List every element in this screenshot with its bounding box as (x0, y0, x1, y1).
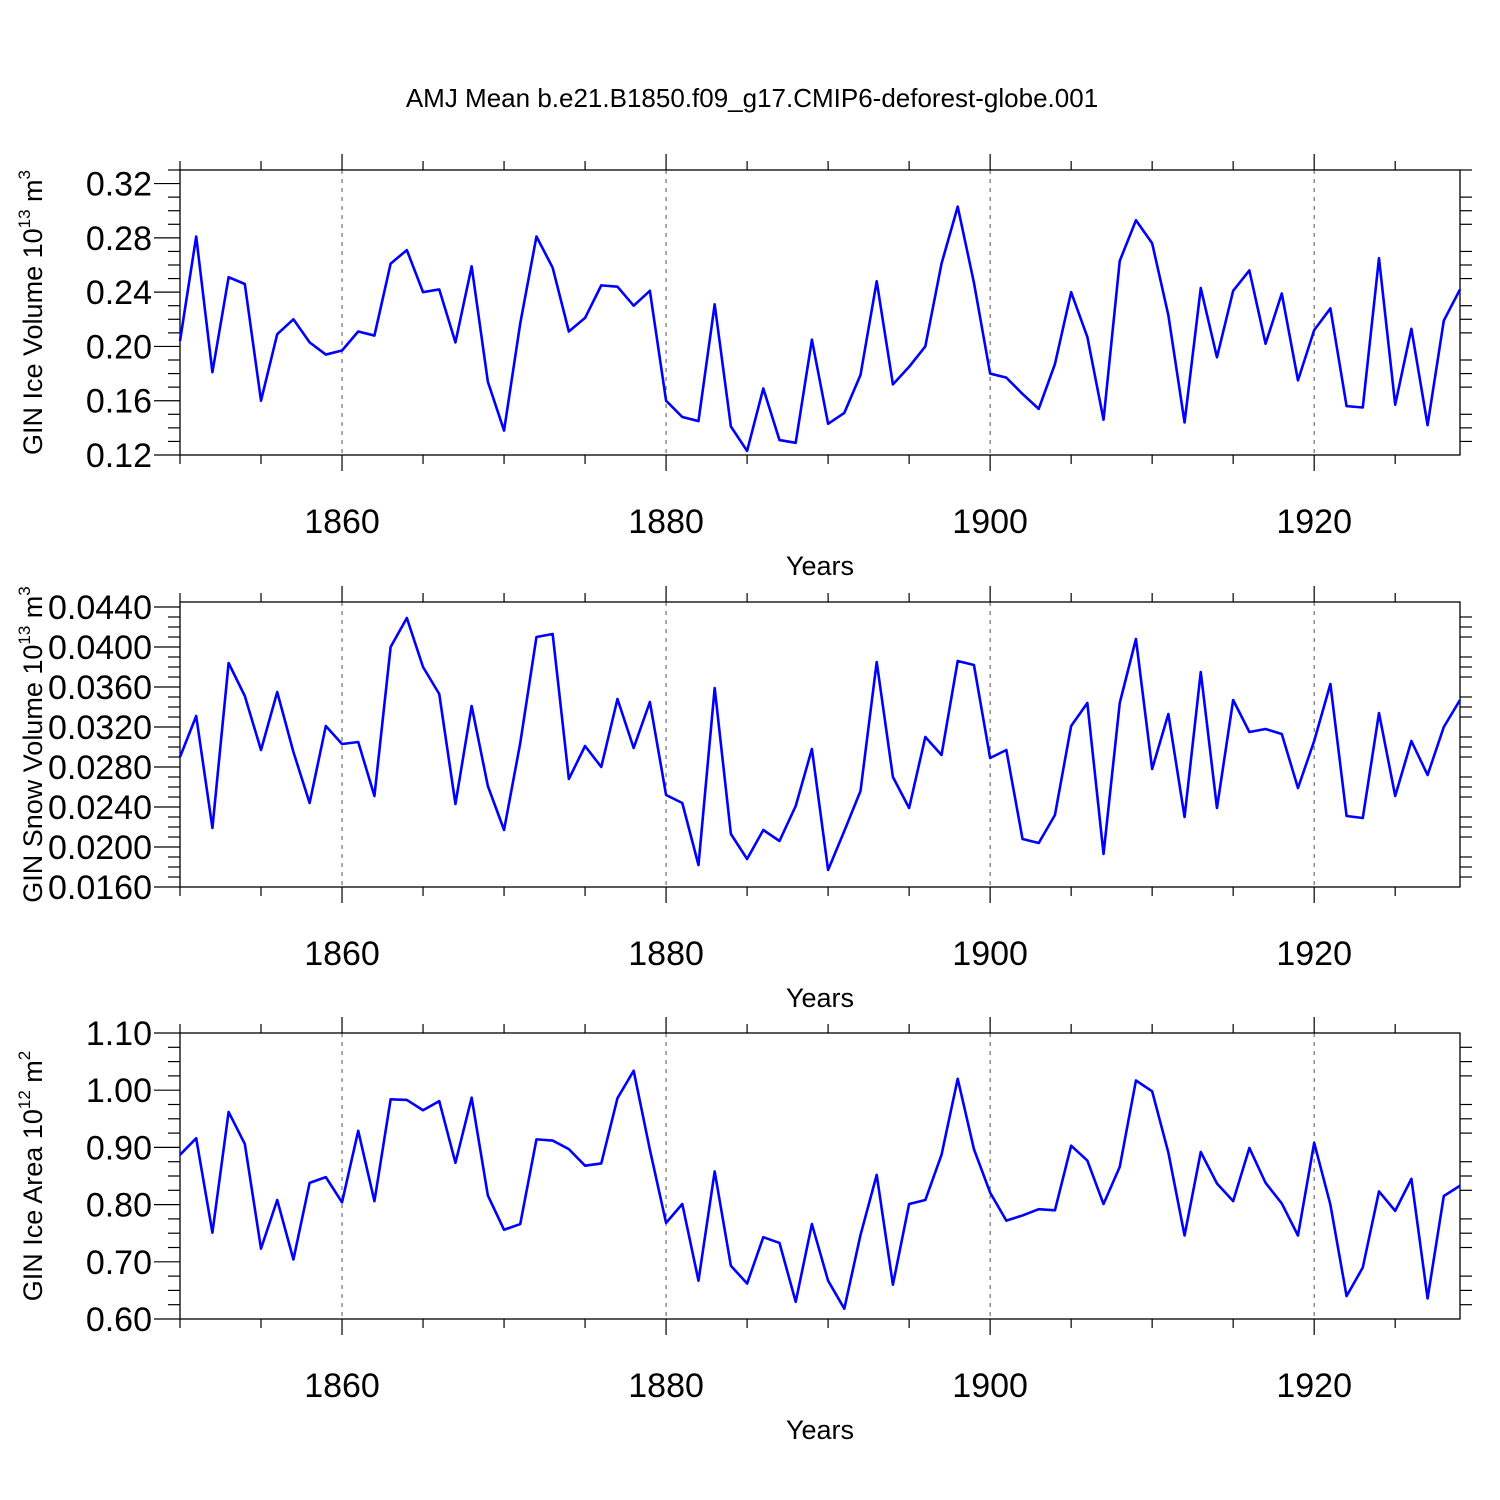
panel-2: 1860 1880 1900 1920 0.01600.02000.02400.0280… (15, 586, 1472, 1013)
y-tick-label: 0.0160 (48, 869, 152, 907)
y-tick-label: 0.70 (86, 1244, 152, 1282)
y-tick-label: 0.0400 (48, 629, 152, 667)
y-tick-label: 0.0240 (48, 789, 152, 827)
y-axis-label: GIN Snow Volume 1013 m3 (15, 586, 48, 903)
x-tick-label: 1880 (628, 935, 704, 973)
y-tick-label: 0.0280 (48, 749, 152, 787)
x-tick-label: 1900 (952, 1367, 1028, 1405)
plot-frame (179, 169, 1461, 456)
x-tick-label: 1920 (1276, 1367, 1352, 1405)
y-tick-label: 0.0360 (48, 669, 152, 707)
plot-frame (179, 1032, 1461, 1320)
y-tick-label: 1.00 (86, 1072, 152, 1110)
x-axis-label: Years (786, 1415, 854, 1445)
x-tick-label: 1900 (952, 935, 1028, 973)
y-tick-label: 0.24 (86, 274, 152, 312)
x-tick-label: 1860 (304, 1367, 380, 1405)
y-tick-label: 1.10 (86, 1015, 152, 1053)
x-tick-label: 1860 (304, 935, 380, 973)
y-axis-label: GIN Ice Volume 1013 m3 (15, 170, 48, 455)
y-tick-label: 0.28 (86, 220, 152, 258)
y-tick-label: 0.0320 (48, 709, 152, 747)
x-tick-label: 1900 (952, 503, 1028, 541)
y-tick-label: 0.20 (86, 328, 152, 366)
y-tick-label: 0.90 (86, 1129, 152, 1167)
x-axis-label: Years (786, 551, 854, 581)
x-tick-label: 1920 (1276, 935, 1352, 973)
panel-1: 1860 1880 1900 1920 0.12 0.16 0.20 0.24 0.28 0.32… (15, 154, 1472, 581)
y-tick-label: 0.0440 (48, 589, 152, 627)
panel-3: 1860 1880 1900 1920 0.60 0.70 0.80 0.90 1.00 1.10… (15, 1015, 1472, 1445)
y-tick-label: 0.60 (86, 1301, 152, 1339)
x-tick-label: 1920 (1276, 503, 1352, 541)
chart-title: AMJ Mean b.e21.B1850.f09_g17.CMIP6-defor… (406, 83, 1098, 113)
y-tick-label: 0.32 (86, 166, 152, 204)
x-tick-label: 1880 (628, 503, 704, 541)
y-tick-label: 0.12 (86, 437, 152, 475)
plot-frame (179, 601, 1461, 888)
series-line (178, 205, 1462, 453)
x-tick-label: 1880 (628, 1367, 704, 1405)
y-tick-label: 0.0200 (48, 829, 152, 867)
y-axis-label: GIN Ice Area 1012 m2 (15, 1051, 48, 1302)
panels: 1860 1880 1900 1920 0.12 0.16 0.20 0.24 0.28 0.32… (15, 154, 1472, 1445)
x-axis-label: Years (786, 983, 854, 1013)
series-line (179, 1069, 1461, 1310)
series-line (178, 616, 1462, 872)
y-tick-label: 0.80 (86, 1187, 152, 1225)
x-tick-label: 1860 (304, 503, 380, 541)
y-tick-label: 0.16 (86, 383, 152, 421)
